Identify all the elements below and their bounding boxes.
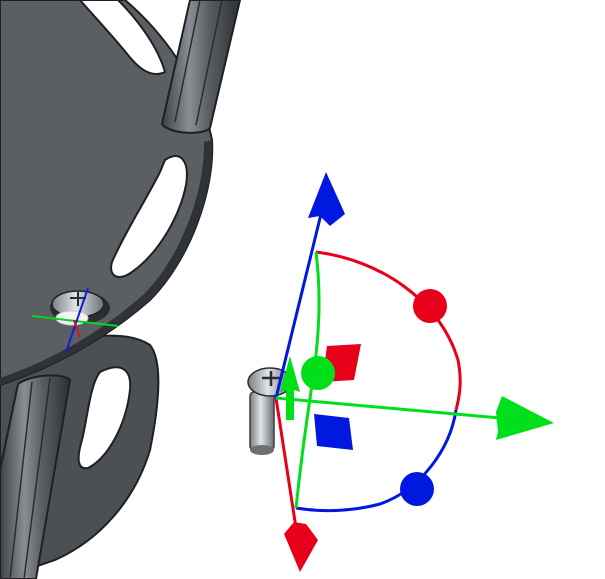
rotation-handle-red[interactable] (413, 289, 447, 323)
axis-z-arrow[interactable] (308, 172, 345, 226)
rotation-handle-green[interactable] (301, 356, 335, 390)
axis-y-line[interactable] (274, 397, 298, 529)
upper-plate-slot (110, 155, 188, 278)
axis-x-small-arrow[interactable] (280, 356, 300, 420)
transform-gizmo[interactable] (274, 172, 554, 572)
rotation-arc-blue[interactable] (295, 409, 458, 513)
axis-z-line[interactable] (274, 209, 324, 399)
rotation-arc-red[interactable] (315, 250, 462, 411)
upper-plate-edge (0, 140, 213, 385)
standoff-bottom[interactable] (0, 374, 72, 579)
axis-y-arrow[interactable] (284, 522, 318, 572)
standoff-top[interactable] (160, 0, 242, 134)
chassis-model[interactable] (0, 0, 242, 579)
upper-plate-cutout-top (78, 0, 167, 75)
plate-screw[interactable] (50, 290, 110, 326)
lower-plate-slot (77, 366, 132, 470)
plane-handle-blue[interactable] (314, 414, 353, 450)
axis-x-arrow[interactable] (496, 396, 554, 440)
rotation-handle-blue[interactable] (400, 472, 434, 506)
axis-x-line[interactable] (275, 396, 501, 420)
mini-axis-indicator (31, 287, 119, 353)
